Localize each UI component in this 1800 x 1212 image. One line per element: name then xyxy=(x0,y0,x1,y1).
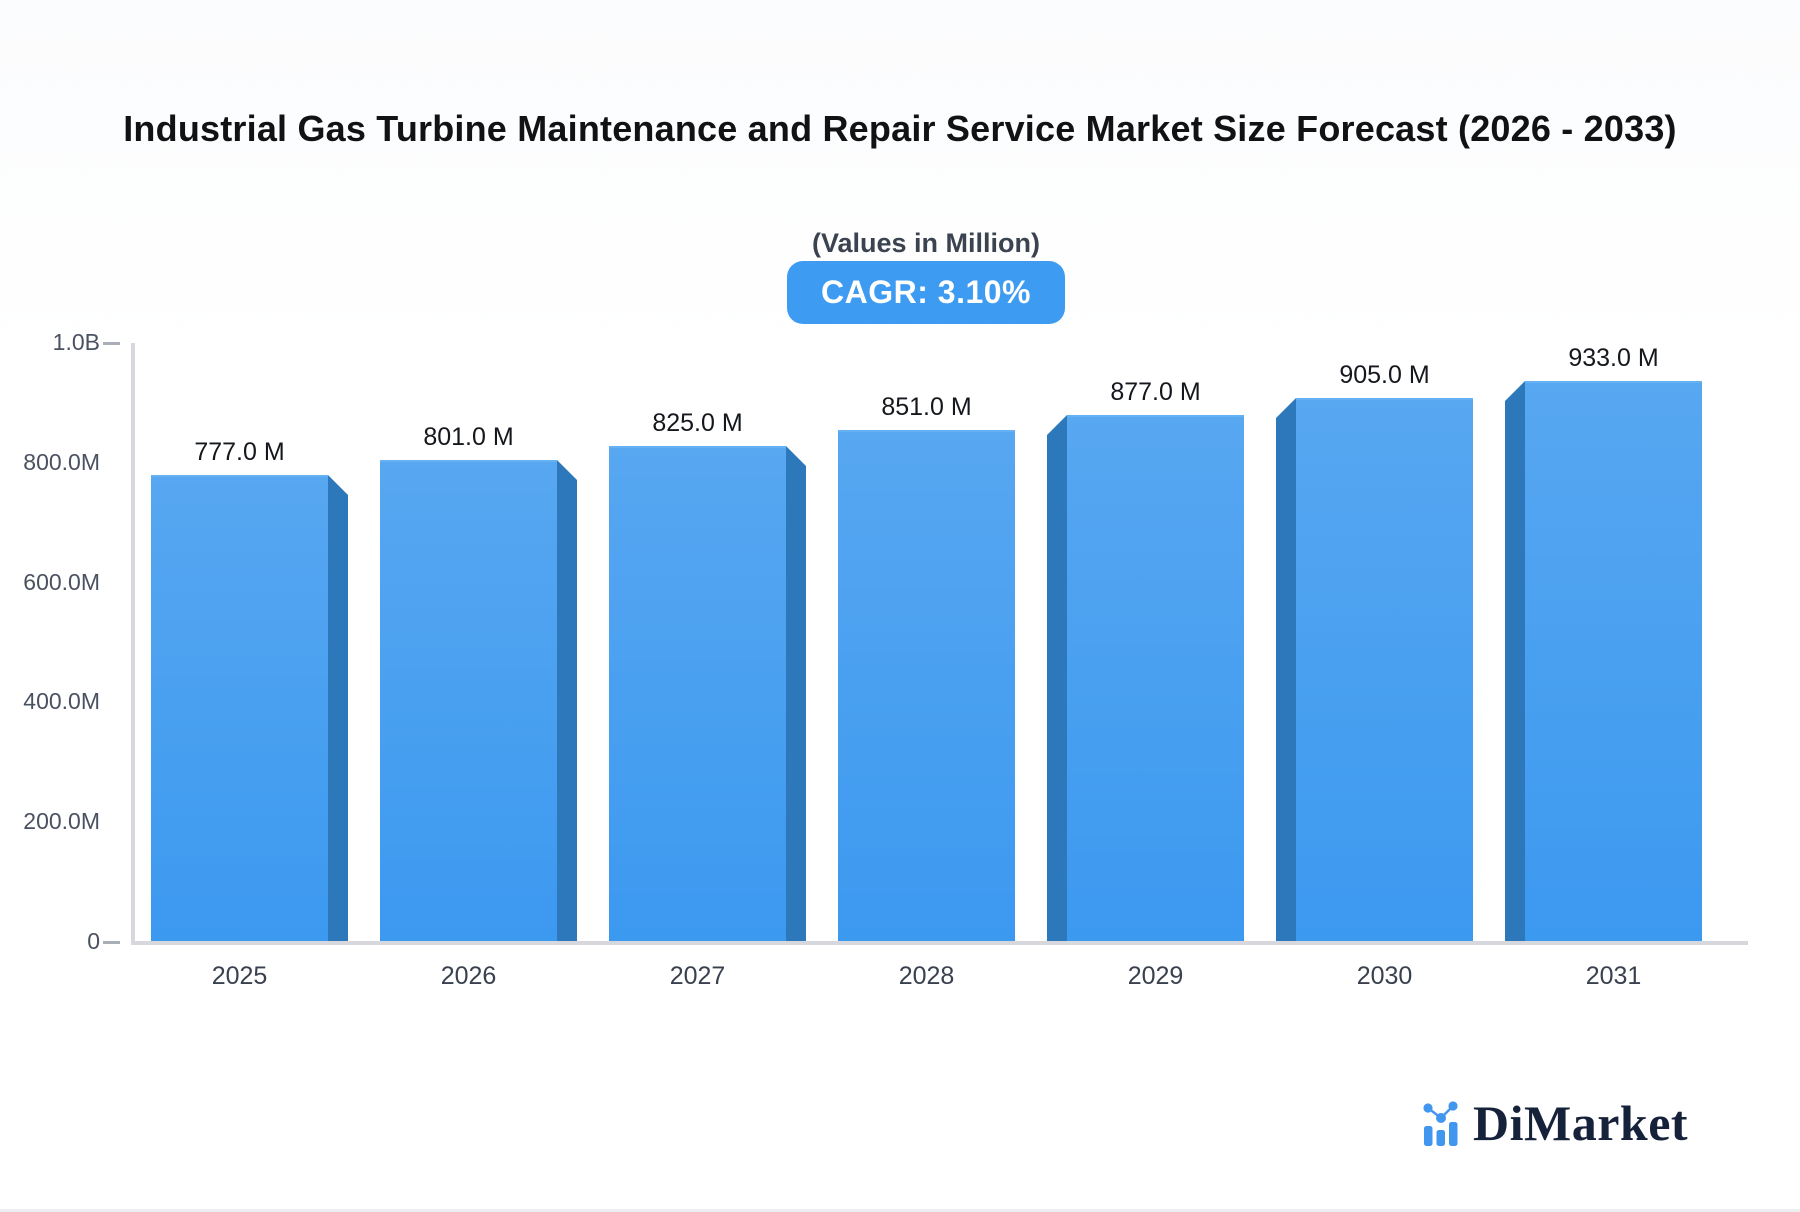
bar-side-2030 xyxy=(1276,398,1296,941)
bar-2030 xyxy=(1296,398,1473,941)
bar-2028 xyxy=(838,430,1015,941)
chart-title: Industrial Gas Turbine Maintenance and R… xyxy=(123,108,1677,149)
bar-side-2029 xyxy=(1047,415,1067,941)
x-axis-label-2031: 2031 xyxy=(1585,962,1642,990)
chart-subtitle: (Values in Million) xyxy=(811,228,1041,258)
x-axis-label-2026: 2026 xyxy=(440,962,497,990)
y-axis-tick-mark xyxy=(103,341,120,345)
bar-value-label-2029: 877.0 M xyxy=(1110,378,1201,406)
y-axis-tick-label: 800.0M xyxy=(23,448,100,475)
x-axis-line xyxy=(131,941,1748,945)
y-axis-tick-label: 1.0B xyxy=(52,329,100,355)
bar-2027 xyxy=(609,446,786,941)
dimarket-logo-text: DiMarket xyxy=(1473,1095,1689,1151)
bar-value-label-2025: 777.0 M xyxy=(194,438,285,466)
bar-value-label-2028: 851.0 M xyxy=(881,393,972,421)
x-axis-label-2027: 2027 xyxy=(669,962,726,990)
bar-2025 xyxy=(151,475,328,941)
bar-value-label-2026: 801.0 M xyxy=(423,423,514,451)
bar-2031 xyxy=(1525,381,1702,941)
y-axis-tick-label: 0 xyxy=(87,928,100,954)
bar-2029 xyxy=(1067,415,1244,941)
x-axis-label-2025: 2025 xyxy=(211,962,268,990)
bar-side-2025 xyxy=(328,475,348,941)
dimarket-logo-icon xyxy=(1423,1101,1458,1146)
bar-value-label-2031: 933.0 M xyxy=(1568,344,1659,372)
y-axis-tick-label: 200.0M xyxy=(23,808,100,835)
dimarket-logo: DiMarket xyxy=(1421,1094,1688,1152)
y-axis-tick-label: 400.0M xyxy=(23,688,100,715)
cagr-badge-container: CAGR: 3.10% xyxy=(0,261,1800,324)
cagr-badge: CAGR: 3.10% xyxy=(787,261,1065,324)
bar-value-label-2027: 825.0 M xyxy=(652,409,743,437)
bar-side-2026 xyxy=(557,460,577,941)
bar-side-2031 xyxy=(1505,381,1525,941)
y-axis-line xyxy=(131,343,135,945)
x-axis-label-2029: 2029 xyxy=(1127,962,1184,990)
x-axis-label-2028: 2028 xyxy=(898,962,955,990)
bar-2026 xyxy=(380,460,557,941)
y-axis-tick-label: 600.0M xyxy=(23,568,100,595)
bar-side-2027 xyxy=(786,446,806,941)
bar-value-label-2030: 905.0 M xyxy=(1339,361,1430,389)
x-axis-label-2030: 2030 xyxy=(1356,962,1413,990)
y-axis-tick-mark xyxy=(103,940,120,944)
